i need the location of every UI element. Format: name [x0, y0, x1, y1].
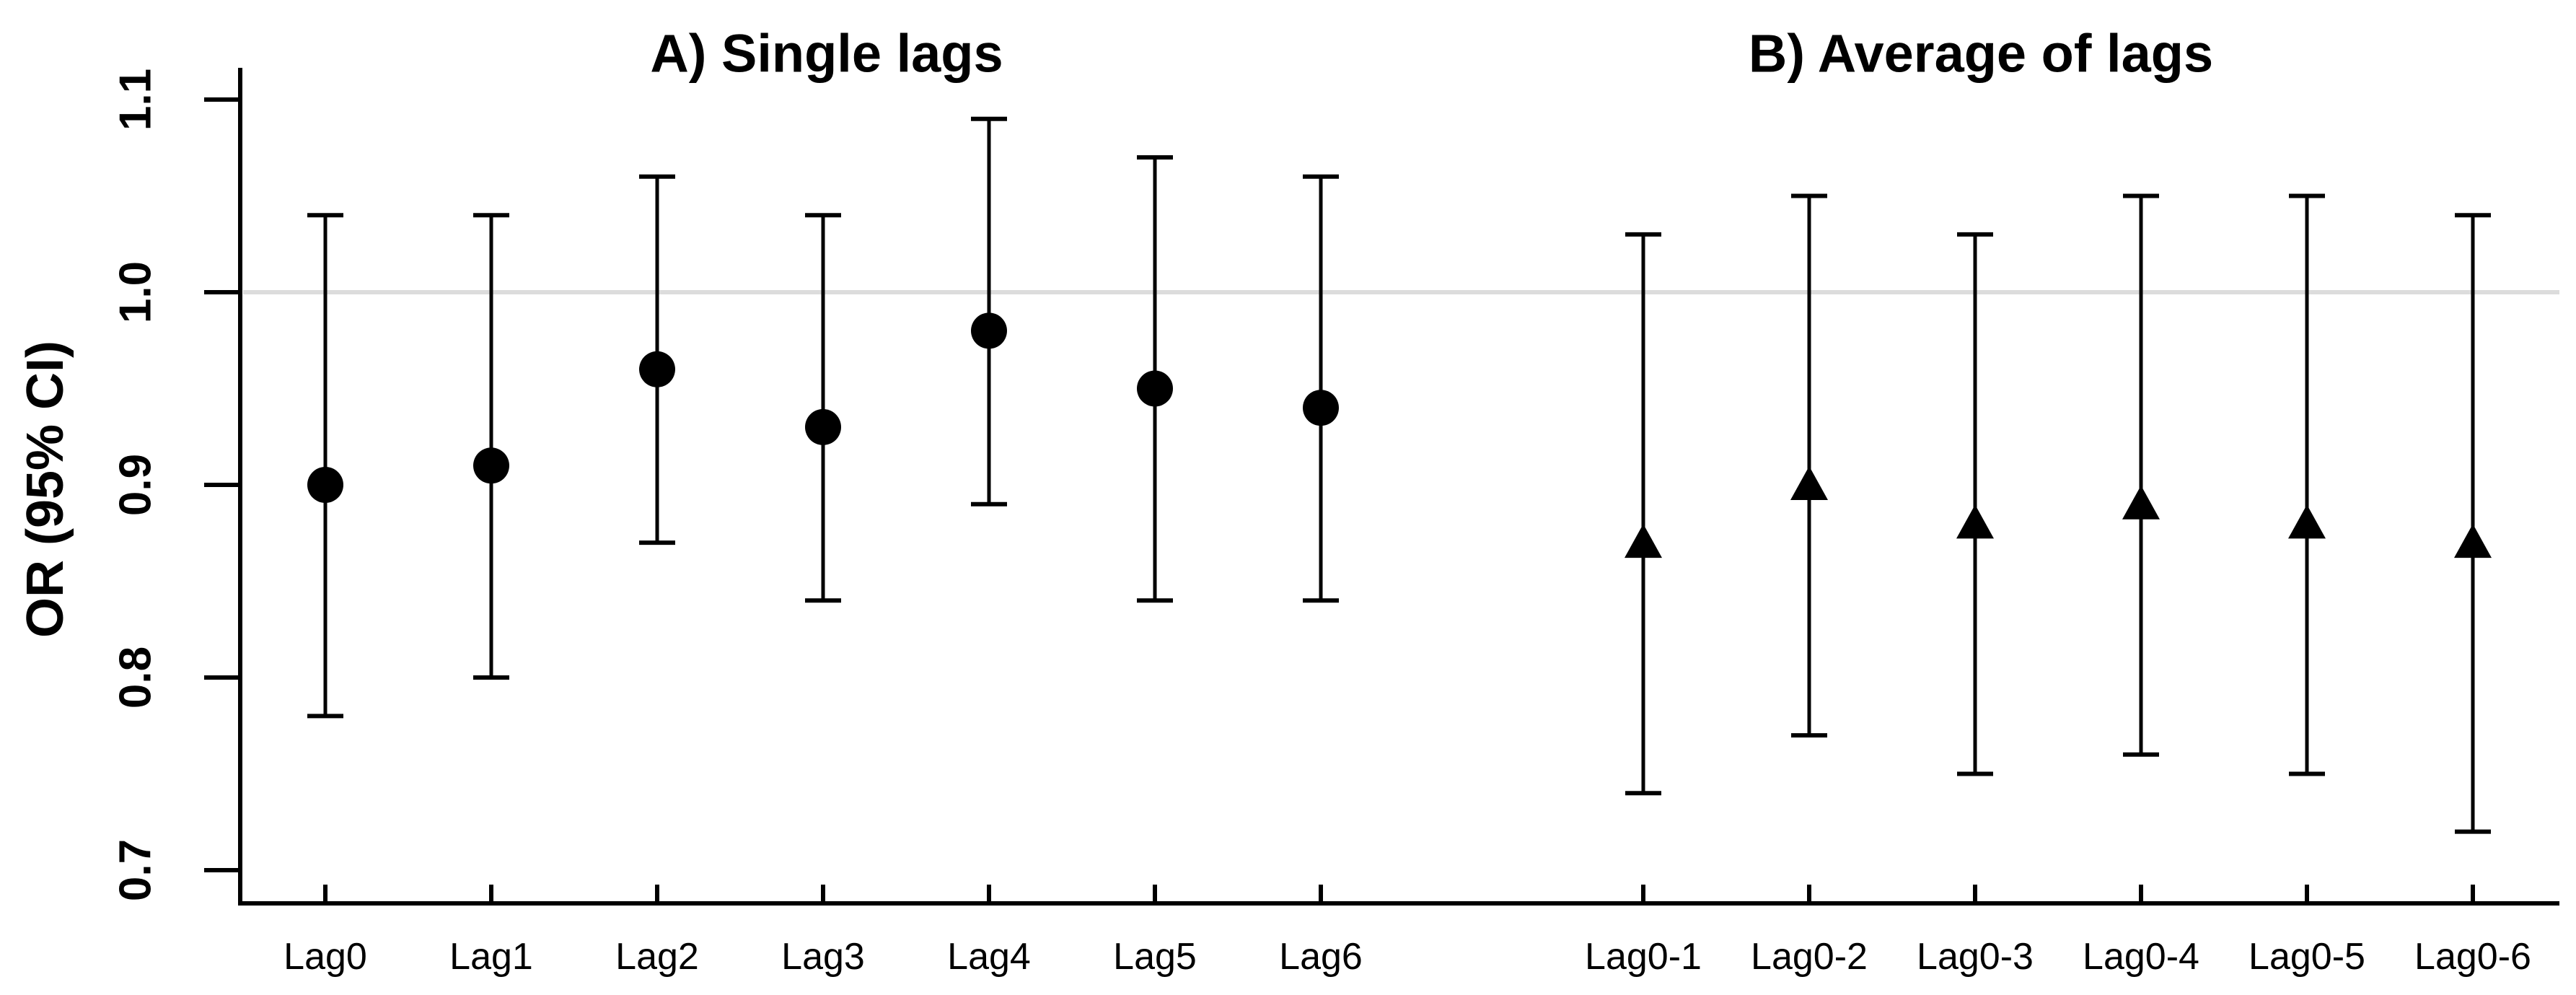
x-tick-label: Lag0-3	[1917, 936, 2034, 978]
panel-b-title: B) Average of lags	[1749, 24, 2213, 84]
y-axis-label: OR (95% CI)	[17, 341, 74, 638]
point-marker-circle	[639, 351, 675, 387]
point-marker-circle	[805, 408, 841, 445]
point-marker-triangle	[1625, 524, 1662, 558]
x-tick-label: Lag4	[947, 936, 1031, 978]
x-tick-label: Lag1	[449, 936, 533, 978]
x-tick-label: Lag2	[615, 936, 699, 978]
x-tick-label: Lag5	[1113, 936, 1197, 978]
point-marker-circle	[307, 467, 343, 503]
point-marker-triangle	[2122, 485, 2160, 520]
x-tick-label: Lag3	[781, 936, 865, 978]
x-tick-label: Lag0-2	[1751, 936, 1868, 978]
y-tick-label: 0.8	[111, 646, 161, 709]
point-marker-circle	[473, 447, 509, 484]
text-layer: A) Single lags B) Average of lags OR (95…	[17, 24, 2213, 639]
x-tick-label: Lag0	[283, 936, 367, 978]
x-tick-label: Lag0-5	[2248, 936, 2365, 978]
y-tick-label: 0.9	[111, 454, 161, 516]
plot-layer: 1.1 1.0 0.9 0.8 0.7 Lag0 Lag1 Lag2 Lag3 Lag4 Lag5 L…	[111, 68, 2559, 978]
point-marker-circle	[971, 312, 1007, 349]
point-marker-circle	[1137, 370, 1173, 407]
point-marker-circle	[1303, 390, 1339, 426]
point-marker-triangle	[2288, 504, 2326, 539]
x-tick-label: Lag0-4	[2083, 936, 2199, 978]
x-tick-label: Lag6	[1279, 936, 1363, 978]
point-marker-triangle	[1790, 466, 1828, 500]
y-tick-label: 0.7	[111, 839, 161, 901]
x-tick-label: Lag0-1	[1585, 936, 1702, 978]
y-tick-label: 1.0	[111, 261, 161, 323]
panel-a-title: A) Single lags	[650, 24, 1003, 84]
y-tick-label: 1.1	[111, 69, 161, 131]
point-marker-triangle	[1956, 504, 1994, 539]
x-tick-label: Lag0-6	[2414, 936, 2531, 978]
point-marker-triangle	[2454, 524, 2492, 558]
